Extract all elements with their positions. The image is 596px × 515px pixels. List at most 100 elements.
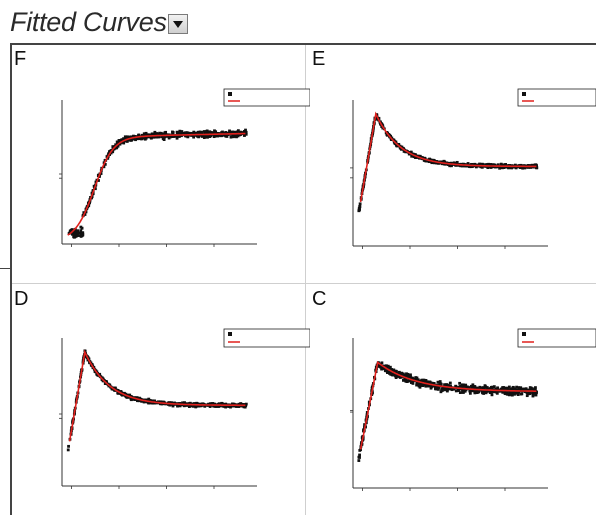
data-point: [518, 166, 522, 170]
data-point: [481, 387, 485, 391]
data-point: [95, 373, 99, 376]
data-point: [66, 448, 70, 452]
data-point: [507, 385, 511, 389]
data-point: [111, 145, 115, 148]
data-point: [401, 372, 405, 376]
data-point: [212, 404, 216, 408]
data-point: [457, 389, 461, 393]
data-point: [502, 166, 506, 169]
data-point: [379, 364, 383, 368]
data-point: [200, 402, 204, 406]
data-point: [160, 402, 164, 406]
graph-panel-d[interactable]: [20, 320, 310, 515]
data-point: [206, 135, 209, 139]
data-point: [125, 135, 129, 139]
data-point: [426, 384, 430, 388]
data-point: [80, 226, 84, 230]
scatter-series: [357, 361, 538, 462]
data-point: [450, 164, 453, 168]
data-point: [410, 379, 413, 383]
data-point: [243, 131, 247, 135]
cell-label-d: D: [14, 288, 29, 310]
fit-line: [359, 111, 537, 203]
data-point: [109, 151, 113, 155]
data-point: [464, 388, 468, 392]
data-point: [509, 390, 513, 394]
data-point: [98, 372, 102, 376]
data-point: [232, 135, 235, 139]
data-point: [102, 165, 106, 169]
data-point: [468, 391, 472, 395]
data-point: [458, 381, 462, 385]
data-point: [504, 390, 507, 393]
data-point: [476, 390, 480, 394]
data-point: [171, 131, 175, 134]
data-point: [244, 404, 248, 408]
data-point: [79, 229, 83, 233]
data-point: [77, 231, 81, 235]
cell-label-c: C: [312, 288, 327, 310]
data-point: [123, 135, 127, 139]
data-point: [427, 160, 431, 164]
data-point: [220, 402, 224, 406]
data-point: [97, 179, 100, 182]
data-point: [196, 130, 200, 134]
legend-box: [223, 88, 310, 107]
data-point: [73, 235, 76, 239]
data-point: [416, 379, 420, 382]
graph-panel-f[interactable]: [20, 84, 310, 280]
legend-marker: [522, 92, 526, 96]
data-point: [178, 129, 182, 133]
data-point: [142, 132, 146, 136]
data-point: [429, 386, 433, 390]
data-point: [224, 131, 228, 134]
scatter-series: [67, 128, 248, 239]
data-point: [235, 130, 239, 134]
data-point: [461, 388, 464, 392]
data-point: [528, 391, 532, 395]
data-point: [125, 395, 128, 399]
data-point: [466, 162, 470, 166]
data-point: [471, 383, 475, 387]
data-point: [71, 232, 74, 236]
data-point: [171, 134, 175, 138]
data-point: [445, 389, 449, 393]
data-point: [220, 131, 223, 135]
data-point: [235, 135, 238, 139]
graph-panel-e[interactable]: [310, 84, 596, 280]
data-point: [388, 371, 392, 375]
title-dropdown-button[interactable]: [167, 14, 188, 34]
data-point: [415, 383, 419, 387]
data-point: [473, 391, 477, 395]
data-point: [422, 379, 426, 383]
data-point: [425, 159, 429, 163]
data-point: [478, 162, 481, 166]
data-point: [452, 161, 456, 165]
data-point: [513, 390, 516, 394]
data-point: [395, 370, 398, 373]
data-point: [175, 130, 179, 134]
graph-panel-c[interactable]: [310, 320, 596, 515]
data-point: [386, 364, 390, 368]
data-point: [198, 130, 202, 134]
data-point: [492, 385, 496, 389]
data-point: [481, 391, 484, 395]
data-point: [424, 383, 428, 387]
fit-line: [359, 360, 537, 450]
data-point: [159, 400, 163, 404]
data-point: [134, 137, 137, 141]
data-point: [118, 140, 122, 144]
data-point: [498, 166, 501, 170]
data-point: [420, 156, 424, 159]
data-point: [115, 140, 119, 144]
data-point: [170, 401, 173, 405]
data-point: [417, 381, 421, 385]
data-point: [74, 233, 78, 236]
data-point: [194, 405, 198, 409]
legend-marker: [228, 92, 232, 96]
data-point: [194, 131, 198, 135]
cell-label-f: F: [14, 48, 27, 70]
data-point: [439, 390, 443, 394]
data-point: [76, 229, 80, 233]
data-point: [513, 388, 517, 391]
